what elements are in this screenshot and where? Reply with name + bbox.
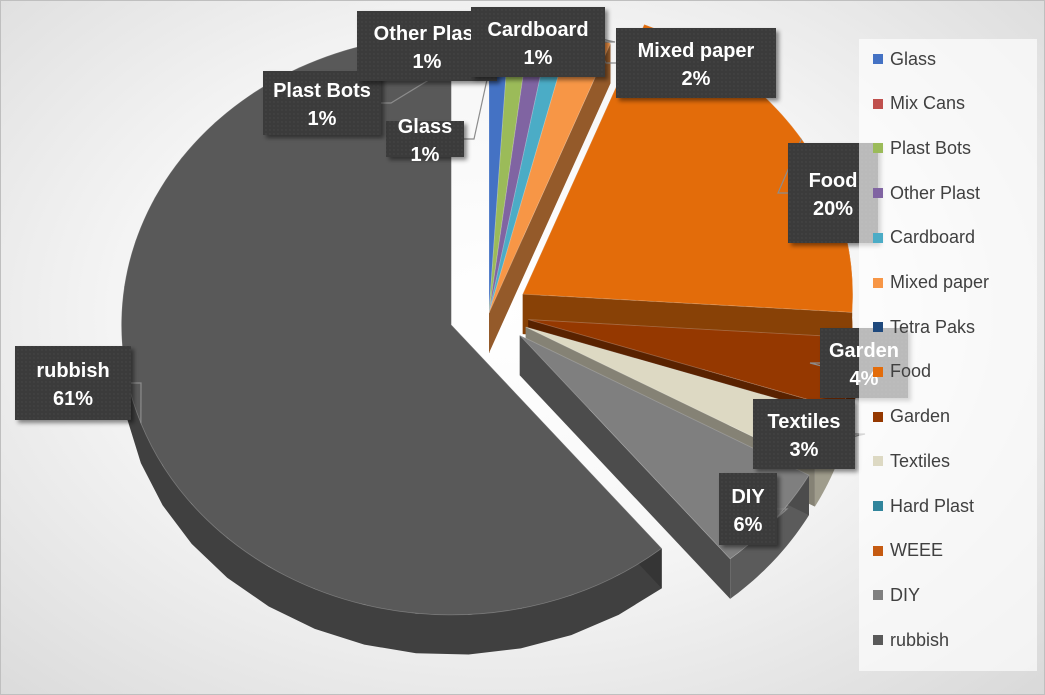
legend-label: DIY — [890, 584, 921, 605]
legend-label: Garden — [890, 406, 951, 427]
data-label-value: 3% — [790, 439, 819, 461]
legend-item-mix-cans: Mix Cans — [873, 93, 965, 115]
data-label-box — [753, 399, 855, 469]
data-label-value: 61% — [53, 388, 93, 410]
data-label-textiles: Textiles 3% — [753, 399, 855, 469]
legend-swatch — [873, 232, 883, 243]
legend-label: Cardboard — [890, 227, 976, 248]
legend-item-glass: Glass — [873, 48, 936, 70]
data-label-mixed-paper: Mixed paper 2% — [616, 28, 776, 98]
data-label-box — [263, 71, 381, 135]
data-label-box — [386, 121, 464, 157]
leader-line-diy — [773, 508, 789, 521]
data-label-name: Glass — [398, 116, 452, 138]
slice-depth-rubbish — [121, 34, 662, 655]
legend-label: Tetra Paks — [890, 316, 976, 337]
data-label-name: DIY — [731, 486, 765, 508]
data-label-value: 2% — [682, 68, 711, 90]
legend-item-rubbish: rubbish — [873, 629, 949, 651]
data-label-glass: Glass 1% — [386, 116, 464, 166]
legend-label: Plast Bots — [890, 137, 972, 158]
legend-swatch — [873, 143, 883, 154]
data-label-name: Textiles — [768, 411, 841, 433]
data-label-cardboard: Cardboard 1% — [471, 7, 605, 77]
data-label-value: 20% — [813, 198, 853, 220]
legend-swatch — [873, 501, 883, 511]
legend-item-garden: Garden — [873, 406, 950, 428]
data-label-value: 1% — [413, 51, 442, 73]
legend-label: Hard Plast — [890, 495, 975, 516]
legend-label: Food — [890, 361, 932, 382]
legend-item-tetra-paks: Tetra Paks — [873, 316, 975, 338]
legend-label: rubbish — [890, 629, 950, 650]
data-label-rubbish: rubbish 61% — [15, 346, 131, 420]
data-label-box — [616, 28, 776, 98]
legend-swatch — [873, 277, 883, 288]
slice-face-mixed-paper-1 — [489, 43, 611, 354]
data-label-name: Food — [809, 170, 858, 192]
legend-swatch — [873, 545, 883, 556]
data-label-diy: DIY 6% — [719, 473, 777, 545]
legend-label: Glass — [890, 48, 937, 69]
legend-label: Other Plast — [890, 182, 981, 203]
data-label-value: 1% — [308, 108, 337, 130]
legend-item-hard-plast: Hard Plast — [873, 495, 974, 517]
pie-slices — [121, 22, 859, 616]
legend-item-other-plast: Other Plast — [873, 182, 980, 204]
legend-item-textiles: Textiles — [873, 450, 950, 472]
data-label-box — [471, 7, 605, 77]
data-label-plast-bots: Plast Bots 1% — [263, 71, 381, 135]
data-label-value: 6% — [734, 514, 763, 536]
legend-item-plast-bots: Plast Bots — [873, 137, 971, 159]
data-label-name: Plast Bots — [273, 80, 371, 102]
legend-label: Mix Cans — [890, 93, 966, 114]
legend-swatch — [873, 98, 883, 109]
slice-face-diy-1 — [519, 335, 731, 599]
legend-swatch — [873, 366, 883, 377]
legend-item-food: Food — [873, 361, 931, 383]
legend-swatch — [873, 188, 883, 199]
legend-item-cardboard: Cardboard — [873, 227, 975, 249]
data-label-name: Mixed paper — [638, 40, 755, 62]
legend-swatch — [873, 411, 883, 422]
legend-item-mixed-paper: Mixed paper — [873, 272, 989, 294]
data-label-name: rubbish — [36, 360, 109, 382]
legend-label: Textiles — [890, 450, 951, 471]
chart-legend: Glass Mix Cans Plast Bots Other Plast Cardbo… — [859, 39, 1037, 671]
legend-label: Mixed paper — [890, 272, 990, 292]
data-label-box — [15, 346, 131, 420]
data-label-name: Cardboard — [487, 19, 588, 41]
legend-swatch — [873, 322, 883, 333]
legend-item-weee: WEEE — [873, 540, 943, 562]
legend-swatch — [873, 456, 883, 467]
legend-swatch — [873, 635, 883, 646]
legend-swatch — [873, 54, 883, 64]
data-label-value: 1% — [524, 47, 553, 69]
data-label-value: 1% — [411, 144, 440, 166]
legend-swatch — [873, 590, 883, 601]
leader-line-rubbish — [131, 382, 142, 424]
legend-item-diy: DIY — [873, 584, 920, 606]
legend-label: WEEE — [890, 540, 944, 561]
data-label-box — [719, 473, 777, 545]
data-label-name: Other Plast — [374, 23, 481, 45]
